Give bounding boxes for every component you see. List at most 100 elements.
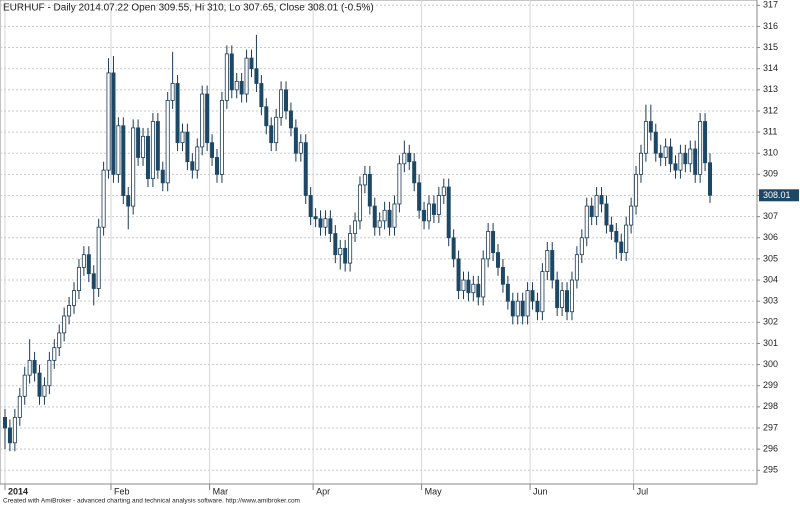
candle-body xyxy=(624,224,629,253)
candle-body xyxy=(392,203,397,228)
candle-body xyxy=(7,427,12,444)
candle-body xyxy=(550,250,555,281)
candle-body xyxy=(530,290,535,302)
y-tick-label: 310 xyxy=(763,148,778,158)
candle-body xyxy=(599,195,604,205)
y-tick-label: 301 xyxy=(763,338,778,348)
candle-body xyxy=(96,226,101,289)
candle-body xyxy=(160,169,165,184)
candle-body xyxy=(3,417,8,429)
candle-body xyxy=(12,417,17,444)
candle-body xyxy=(175,83,180,144)
candle-body xyxy=(72,290,77,306)
y-tick-label: 296 xyxy=(763,444,778,454)
candle-body xyxy=(574,254,579,281)
candle-body xyxy=(372,205,377,228)
x-tick-label: Jul xyxy=(637,486,649,496)
candle-body xyxy=(673,163,678,171)
candle-body xyxy=(284,89,289,112)
y-tick-label: 313 xyxy=(763,84,778,94)
candle-body xyxy=(200,93,205,148)
candle-body xyxy=(426,203,431,222)
candle-body xyxy=(165,99,170,184)
candle-body xyxy=(407,152,412,163)
candle-body xyxy=(683,152,688,165)
candle-body xyxy=(604,203,609,226)
candle-body xyxy=(540,271,545,313)
footer: Created with AmiBroker - advanced charti… xyxy=(3,498,300,505)
candle-body xyxy=(678,152,683,171)
candle-body xyxy=(22,374,27,397)
candle-body xyxy=(318,218,323,228)
candle-body xyxy=(658,152,663,158)
candle-body xyxy=(367,173,372,207)
candle-body xyxy=(62,315,67,334)
y-tick-label: 316 xyxy=(763,21,778,31)
candle-body xyxy=(224,53,229,101)
candle-body xyxy=(569,279,574,313)
candle-body xyxy=(555,279,560,308)
y-tick-label: 307 xyxy=(763,211,778,221)
candle-body xyxy=(387,209,392,228)
y-tick-label: 305 xyxy=(763,253,778,263)
candle-body xyxy=(525,290,530,317)
x-tick-label: Jun xyxy=(533,486,548,496)
candle-body xyxy=(145,135,150,179)
candle-body xyxy=(451,237,456,260)
candle-body xyxy=(155,121,160,171)
last-value-box xyxy=(759,189,799,202)
candle-body xyxy=(431,203,436,215)
candle-body xyxy=(634,173,639,207)
candle-body xyxy=(303,142,308,196)
candle-body xyxy=(338,247,343,256)
y-tick-label: 298 xyxy=(763,401,778,411)
candle-body xyxy=(476,283,481,298)
y-tick-label: 295 xyxy=(763,465,778,475)
candle-body xyxy=(274,116,279,144)
candle-body xyxy=(638,152,643,175)
candle-body xyxy=(131,127,136,207)
y-tick-label: 297 xyxy=(763,422,778,432)
candle-body xyxy=(170,83,175,101)
y-tick-label: 303 xyxy=(763,296,778,306)
candle-body xyxy=(244,57,249,95)
candle-body xyxy=(461,279,466,292)
x-tick-label: Mar xyxy=(213,486,229,496)
candle-body xyxy=(313,216,318,220)
candle-body xyxy=(52,347,57,361)
candle-body xyxy=(491,231,496,253)
y-tick-label: 317 xyxy=(763,0,778,10)
y-tick-label: 302 xyxy=(763,317,778,327)
candle-body xyxy=(353,220,358,234)
candle-body xyxy=(357,184,362,222)
candle-body xyxy=(259,83,264,108)
candle-body xyxy=(505,283,510,302)
candle-body xyxy=(500,266,505,285)
candle-body xyxy=(693,148,698,175)
candle-body xyxy=(422,209,427,222)
candle-body xyxy=(47,359,52,387)
candle-body xyxy=(402,152,407,165)
candle-body xyxy=(471,283,476,294)
candle-body xyxy=(382,209,387,222)
candle-body xyxy=(584,205,589,239)
candle-body xyxy=(515,300,520,317)
candle-body xyxy=(279,89,284,118)
candle-body xyxy=(254,68,259,84)
candle-body xyxy=(619,241,624,253)
candle-body xyxy=(668,146,673,165)
candle-body xyxy=(328,218,333,234)
candle-body xyxy=(545,250,550,272)
candle-body xyxy=(37,372,42,397)
candle-body xyxy=(180,131,185,144)
candle-body xyxy=(195,146,200,171)
candle-body xyxy=(121,125,126,196)
candle-body xyxy=(698,121,703,175)
candle-body xyxy=(190,161,195,171)
candle-body xyxy=(446,186,451,239)
candle-body xyxy=(614,231,619,243)
candle-body xyxy=(106,72,111,171)
candle-body xyxy=(76,266,81,292)
candle-body xyxy=(333,233,338,256)
